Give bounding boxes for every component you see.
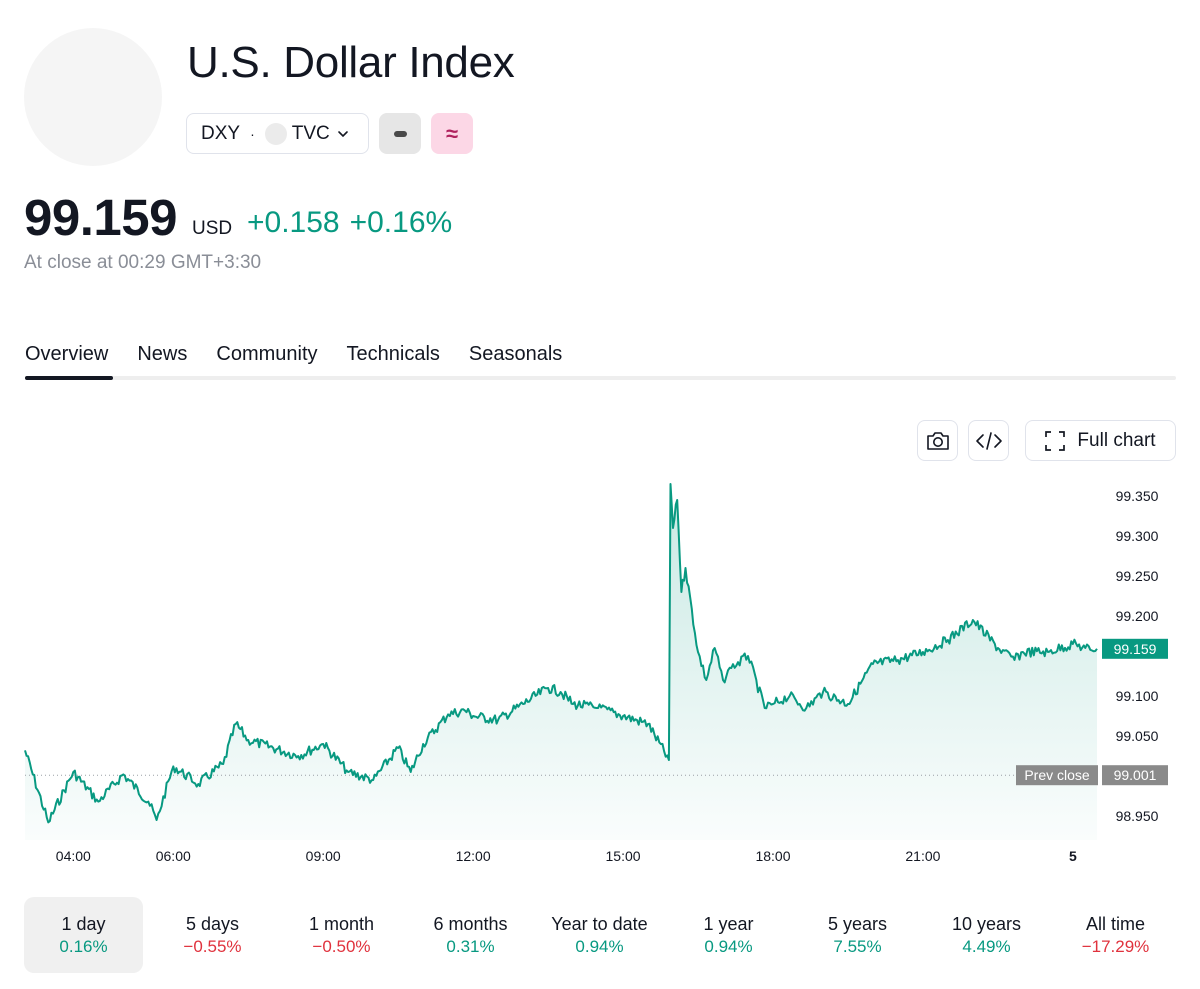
x-tick-label: 09:00 [306, 848, 341, 864]
period-year-to-date[interactable]: Year to date 0.94% [540, 897, 659, 973]
y-tick-label: 99.200 [1116, 608, 1159, 624]
x-tick-label: 21:00 [905, 848, 940, 864]
period-value: 0.31% [446, 936, 495, 956]
y-tick-label: 99.350 [1116, 488, 1159, 504]
period-label: 5 days [185, 913, 240, 934]
period-5-years[interactable]: 5 years 7.55% [798, 897, 917, 973]
period-value: −0.55% [183, 936, 242, 956]
y-tick-label: 99.100 [1116, 688, 1159, 704]
period-value: −0.50% [312, 936, 371, 956]
tab-news[interactable]: News [137, 343, 188, 365]
period-6-months[interactable]: 6 months 0.31% [411, 897, 530, 973]
period-all-time[interactable]: All time −17.29% [1056, 897, 1175, 973]
tab-seasonals[interactable]: Seasonals [468, 343, 563, 365]
price-area-fill [25, 484, 1097, 840]
period-1-day[interactable]: 1 day 0.16% [24, 897, 143, 973]
period-value: 0.94% [704, 936, 753, 956]
x-tick-label: 04:00 [56, 848, 91, 864]
period-label: 1 month [308, 913, 375, 934]
period-1-month[interactable]: 1 month −0.50% [282, 897, 401, 973]
active-tab-indicator [25, 376, 113, 380]
current-price-label: 99.159 [1102, 638, 1168, 659]
y-tick-label: 98.950 [1116, 808, 1159, 824]
approx-icon: ≈ [445, 120, 459, 146]
period-label: 1 day [61, 913, 106, 934]
change-absolute: +0.158 [247, 206, 340, 239]
period-value: 4.49% [962, 936, 1011, 956]
prev-close-tag-bg [1016, 765, 1098, 786]
ticker-label: DXY [201, 122, 241, 144]
current-price-label-bg [1102, 638, 1168, 659]
period-value: 0.94% [575, 936, 624, 956]
period-label: Year to date [551, 913, 648, 934]
symbol-logo [24, 28, 162, 166]
x-tick-label: 5 [1069, 848, 1077, 864]
x-tick-label: 06:00 [156, 848, 191, 864]
camera-icon [926, 431, 949, 450]
period-value: 7.55% [833, 936, 882, 956]
tabs-divider [25, 376, 1176, 380]
full-chart-label: Full chart [1077, 429, 1156, 451]
prev-close-tag-text: Prev close [1024, 767, 1090, 783]
period-selector: 1 day 0.16% 5 days −0.55% 1 month −0.50%… [24, 897, 1185, 973]
period-10-years[interactable]: 10 years 4.49% [927, 897, 1046, 973]
currency-label: USD [192, 218, 233, 239]
separator-dot: · [250, 125, 255, 142]
prev-close-value-bg [1102, 765, 1168, 786]
period-label: 10 years [951, 913, 1022, 934]
minus-icon [393, 130, 407, 137]
y-tick-label: 99.300 [1116, 528, 1159, 544]
tab-technicals[interactable]: Technicals [346, 343, 440, 365]
market-status-text: At close at 00:29 GMT+3:30 [24, 252, 262, 273]
tab-bar: Overview News Community Technicals Seaso… [25, 343, 591, 366]
fullscreen-icon [1045, 430, 1066, 451]
delayed-data-badge[interactable] [379, 113, 421, 154]
chevron-down-icon [337, 130, 348, 137]
current-price-value: 99.159 [1114, 641, 1157, 657]
x-tick-label: 18:00 [755, 848, 790, 864]
code-icon [975, 431, 1002, 450]
cfd-badge[interactable]: ≈ [431, 113, 473, 154]
x-tick-label: 12:00 [456, 848, 491, 864]
tab-community[interactable]: Community [216, 343, 318, 365]
full-chart-button[interactable]: Full chart [1025, 420, 1176, 461]
prev-close-label: Prev close 99.001 [1016, 765, 1168, 786]
x-tick-label: 15:00 [606, 848, 641, 864]
snapshot-button[interactable] [917, 420, 958, 461]
change-percent: +0.16% [349, 206, 453, 239]
price-change: +0.158 +0.16% [247, 206, 452, 240]
last-price: 99.159 [24, 189, 178, 246]
symbol-exchange-dropdown[interactable]: DXY · TVC [186, 113, 369, 154]
price-line [24, 483, 1098, 824]
period-1-year[interactable]: 1 year 0.94% [669, 897, 788, 973]
tab-overview[interactable]: Overview [25, 343, 109, 365]
period-label: 5 years [827, 913, 888, 934]
price-chart[interactable]: 99.350 99.300 99.250 99.200 99.100 99.050 98.9… [0, 470, 1200, 870]
period-5-days[interactable]: 5 days −0.55% [153, 897, 272, 973]
period-label: All time [1085, 913, 1145, 934]
period-value: −17.29% [1081, 936, 1150, 956]
embed-button[interactable] [968, 420, 1009, 461]
exchange-label: TVC [291, 122, 330, 144]
exchange-logo-icon [264, 122, 287, 145]
period-label: 1 year [703, 913, 754, 934]
period-value: 0.16% [59, 936, 108, 956]
period-label: 6 months [433, 913, 508, 934]
page-title: U.S. Dollar Index [187, 38, 515, 87]
y-tick-label: 99.250 [1116, 568, 1159, 584]
y-tick-label: 99.050 [1116, 728, 1159, 744]
prev-close-value-text: 99.001 [1114, 767, 1157, 783]
